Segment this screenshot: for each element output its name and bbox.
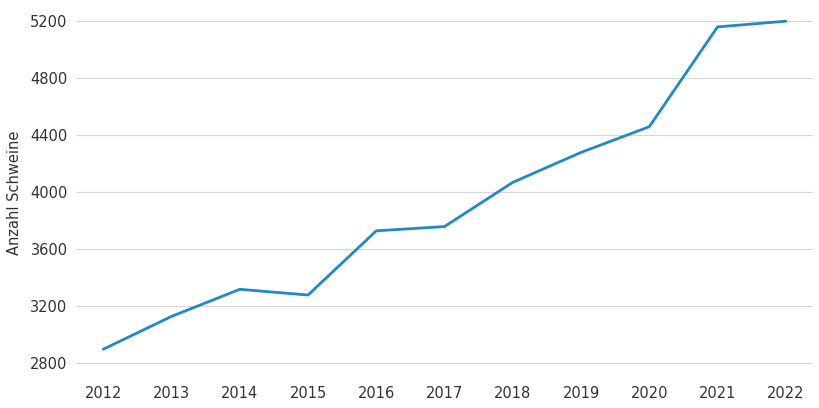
Y-axis label: Anzahl Schweine: Anzahl Schweine (7, 130, 22, 255)
